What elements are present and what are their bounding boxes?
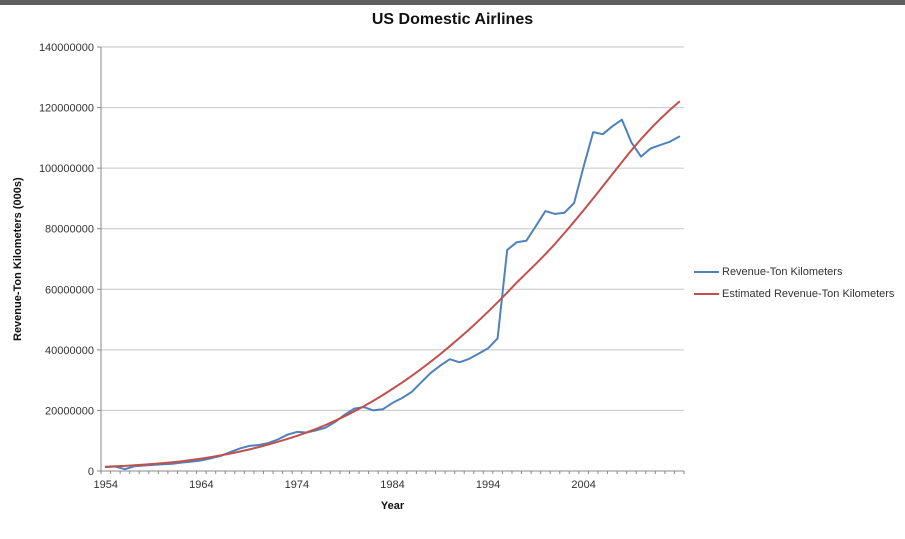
legend-line-red-icon <box>694 293 719 295</box>
y-tick-label: 0 <box>88 466 94 478</box>
top-border-bar <box>0 0 905 5</box>
x-tick-label: 1994 <box>476 479 500 491</box>
legend-label-revenue: Revenue-Ton Kilometers <box>722 266 843 278</box>
legend: Revenue-Ton Kilometers Estimated Revenue… <box>694 266 894 300</box>
y-tick-label: 100000000 <box>39 163 94 175</box>
legend-label-estimated: Estimated Revenue-Ton Kilometers <box>722 288 895 300</box>
legend-line-blue-icon <box>694 271 719 273</box>
y-tick-label: 20000000 <box>45 405 94 417</box>
y-tick-label: 60000000 <box>45 284 94 296</box>
legend-item-estimated: Estimated Revenue-Ton Kilometers <box>694 288 894 300</box>
y-tick-label: 140000000 <box>39 42 94 54</box>
x-tick-label: 1984 <box>380 479 404 491</box>
y-axis-title: Revenue-Ton Kilometers (000s) <box>12 177 24 341</box>
chart-title: US Domestic Airlines <box>371 11 534 28</box>
x-axis-title: Year <box>380 500 405 512</box>
y-tick-label: 120000000 <box>39 103 94 115</box>
y-tick-label: 40000000 <box>45 345 94 357</box>
x-tick-label: 2004 <box>571 479 595 491</box>
series-line-estimated <box>104 100 681 468</box>
x-tick-label: 1954 <box>94 479 118 491</box>
x-tick-label: 1974 <box>285 479 309 491</box>
x-tick-label: 1964 <box>189 479 213 491</box>
series-line-revenue <box>104 118 681 471</box>
legend-item-revenue: Revenue-Ton Kilometers <box>694 266 894 278</box>
y-tick-label: 80000000 <box>45 224 94 236</box>
